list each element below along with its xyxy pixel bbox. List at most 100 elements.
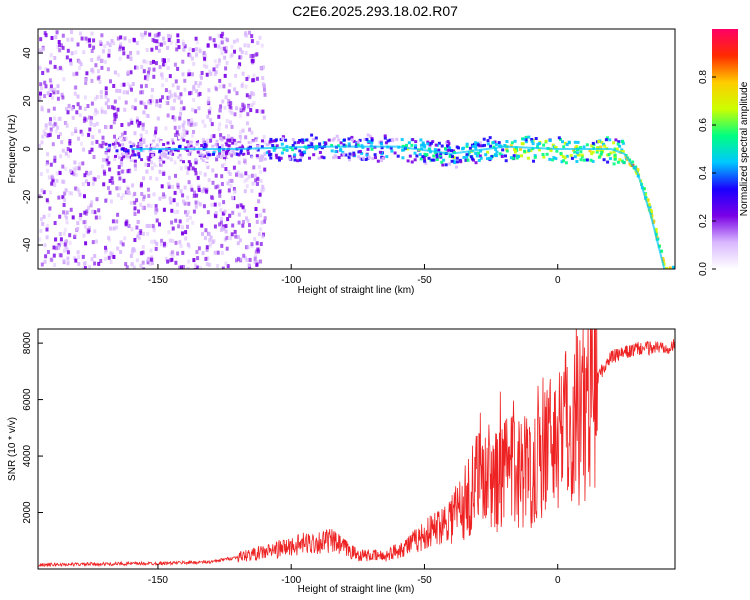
spectrogram-cell [129, 157, 133, 162]
spectrogram-cell [120, 123, 124, 127]
spectrogram-cell [193, 122, 197, 127]
spectrogram-cell [67, 103, 71, 108]
spectrogram-cell [86, 229, 90, 234]
spectrogram-cell [53, 221, 57, 225]
spectrogram-cell [366, 133, 370, 137]
spectrogram-cell [241, 145, 244, 149]
spectrogram-cell [160, 42, 163, 47]
spectrogram-cell [214, 211, 218, 216]
spectrogram-cell [523, 149, 526, 153]
spectrogram-cell [90, 147, 94, 152]
spectrogram-cell [92, 38, 96, 43]
spectrogram-cell [126, 144, 130, 147]
spectrogram-cell [597, 140, 601, 143]
spectrogram-cell [536, 145, 539, 149]
spectrogram-cell [118, 143, 122, 147]
spectrogram-cell [152, 74, 156, 79]
spectrogram-cell [332, 156, 335, 160]
spectrogram-cell [282, 148, 286, 152]
spectrogram-cell [228, 179, 232, 183]
spectrogram-cell [479, 156, 483, 160]
spectrogram-cell [113, 134, 116, 139]
spectrogram-cell [478, 141, 482, 145]
spectrogram-cell [233, 229, 237, 234]
spectrogram-cell [150, 88, 154, 92]
spectrogram-cell [241, 128, 245, 133]
spectrogram-cell [204, 53, 207, 58]
spectrogram-cell [562, 145, 566, 149]
spectrogram-cell [213, 250, 217, 255]
spectrogram-cell [76, 94, 80, 99]
spectrogram-cell [257, 164, 261, 169]
spectrogram-cell [291, 148, 295, 152]
spectrogram-cell [531, 142, 535, 146]
spectrogram-cell [112, 255, 116, 259]
spectrogram-cell [495, 150, 499, 154]
spectrogram-cell [145, 223, 149, 228]
spectrogram-cell [110, 176, 114, 181]
spectrogram-cell [129, 144, 133, 148]
spectrogram-cell [55, 122, 58, 127]
spectrogram-cell [53, 183, 57, 187]
spectrogram-cell [413, 158, 417, 162]
spectrogram-cell [158, 222, 161, 227]
spectrogram-x-ticks: -150 -100 -50 0 [148, 264, 561, 286]
spectrogram-cell [226, 181, 230, 186]
spectrogram-cell [555, 149, 559, 153]
spectrogram-cell [218, 122, 222, 127]
spectrogram-cell [181, 250, 185, 255]
spectrogram-cell [65, 215, 69, 220]
spectrogram-cell [570, 156, 574, 160]
x-tick-label: -50 [417, 575, 432, 586]
spectrogram-cell [85, 39, 89, 44]
spectrogram-cell [113, 70, 117, 75]
spectrogram-cell [206, 43, 210, 48]
spectrogram-cell [128, 38, 132, 43]
spectrogram-cell [49, 53, 53, 58]
spectrogram-cell [390, 149, 394, 153]
spectrogram-cell [184, 159, 188, 163]
spectrogram-cell [236, 38, 239, 43]
spectrogram-cell [242, 106, 246, 111]
spectrogram-cell [122, 137, 126, 142]
spectrogram-cell [220, 144, 224, 149]
spectrogram-cell [527, 135, 531, 139]
spectrogram-cell [600, 150, 604, 154]
spectrogram-cell [150, 239, 153, 244]
spectrogram-cell [143, 76, 147, 81]
spectrogram-cell [300, 151, 304, 155]
spectrogram-cell [216, 184, 220, 189]
spectrogram-cell [479, 149, 483, 153]
spectrogram-cell [335, 134, 339, 138]
spectrogram-cell [219, 104, 223, 109]
spectrogram-cell [87, 115, 91, 120]
spectrogram-cell [339, 141, 343, 145]
spectrogram-cell [240, 174, 244, 178]
spectrogram-cell [84, 36, 88, 41]
spectrogram-cell [444, 163, 448, 167]
spectrogram-cell [541, 153, 545, 156]
spectrogram-cell [239, 107, 243, 112]
spectrogram-cell [57, 43, 61, 48]
spectrogram-cell [268, 140, 272, 144]
spectrogram-cell [166, 113, 170, 118]
spectrogram-cell [93, 254, 97, 258]
spectrogram-cell [220, 243, 224, 248]
spectrogram-cell [184, 165, 188, 170]
spectrogram-cell [608, 138, 612, 142]
spectrogram-cell [602, 142, 606, 146]
spectrogram-cell [318, 142, 322, 146]
spectrogram-cell [168, 258, 172, 263]
spectrogram-cell [226, 151, 230, 155]
spectrogram-cell [365, 153, 369, 157]
spectrogram-cell [100, 106, 104, 111]
spectrogram-cell [198, 144, 202, 148]
spectrogram-cell [144, 30, 147, 35]
spectrogram-cell [165, 78, 168, 83]
spectrogram-cell [241, 205, 245, 210]
spectrogram-cell [455, 156, 459, 160]
spectrogram-cell [447, 142, 451, 146]
spectrogram-cell [183, 133, 187, 137]
spectrogram-cell [204, 145, 208, 150]
spectrogram-cell [59, 237, 63, 242]
